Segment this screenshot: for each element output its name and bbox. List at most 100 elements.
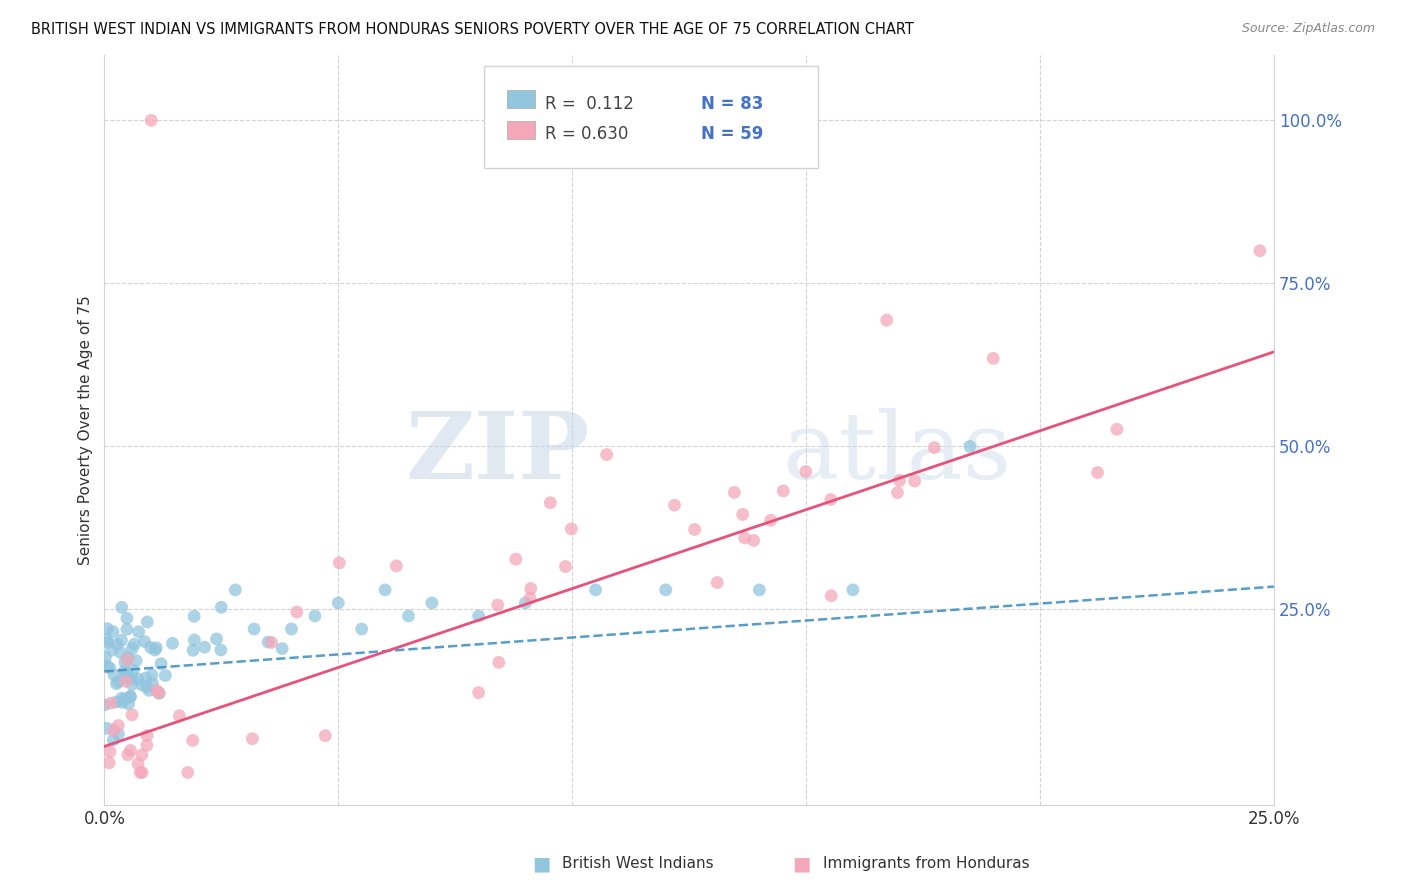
- Point: [169, 708, 191, 723]
- Point: [131, 765, 153, 780]
- Point: [120, 743, 142, 757]
- Point: [94, 650, 117, 665]
- Text: BRITISH WEST INDIAN VS IMMIGRANTS FROM HONDURAS SENIORS POVERTY OVER THE AGE OF : BRITISH WEST INDIAN VS IMMIGRANTS FROM H…: [31, 22, 914, 37]
- Point: [664, 498, 686, 512]
- Point: [141, 677, 163, 691]
- Point: [128, 624, 150, 639]
- Text: N = 59: N = 59: [700, 125, 763, 143]
- Point: [467, 609, 489, 624]
- Point: [520, 582, 543, 596]
- Point: [922, 441, 945, 455]
- Point: [115, 611, 138, 625]
- Point: [886, 485, 908, 500]
- Point: [240, 731, 263, 746]
- Point: [98, 756, 121, 770]
- Point: [183, 609, 205, 624]
- Point: [285, 605, 308, 619]
- Point: [141, 668, 163, 682]
- FancyBboxPatch shape: [506, 89, 534, 108]
- Point: [181, 733, 204, 747]
- Point: [97, 635, 120, 649]
- Point: [820, 589, 842, 603]
- Text: British West Indians: British West Indians: [562, 856, 714, 871]
- Point: [519, 591, 541, 605]
- Point: [101, 624, 124, 639]
- Point: [105, 695, 128, 709]
- Point: [117, 650, 139, 665]
- Text: ZIP: ZIP: [405, 408, 589, 498]
- Point: [177, 765, 200, 780]
- Point: [131, 747, 153, 762]
- Point: [117, 653, 139, 667]
- Point: [114, 672, 136, 686]
- Point: [148, 686, 170, 700]
- Point: [209, 643, 232, 657]
- Point: [118, 697, 141, 711]
- Point: [103, 723, 125, 738]
- Point: [280, 622, 302, 636]
- Point: [117, 747, 139, 762]
- Point: [486, 598, 509, 612]
- Point: [515, 596, 537, 610]
- Point: [105, 637, 128, 651]
- Text: ■: ■: [531, 854, 551, 873]
- Text: R =  0.112: R = 0.112: [546, 95, 634, 113]
- Point: [467, 686, 489, 700]
- Point: [121, 641, 143, 656]
- Point: [125, 654, 148, 668]
- Point: [129, 765, 152, 780]
- Point: [772, 483, 794, 498]
- Point: [136, 680, 159, 694]
- Point: [742, 533, 765, 548]
- Text: Source: ZipAtlas.com: Source: ZipAtlas.com: [1241, 22, 1375, 36]
- Point: [114, 674, 136, 689]
- Text: ■: ■: [792, 854, 811, 873]
- Point: [115, 623, 138, 637]
- Point: [1087, 466, 1109, 480]
- Point: [136, 615, 159, 629]
- Point: [328, 556, 350, 570]
- Point: [150, 657, 173, 671]
- Point: [121, 707, 143, 722]
- Point: [554, 559, 576, 574]
- Point: [683, 523, 706, 537]
- Point: [981, 351, 1004, 366]
- Point: [842, 582, 865, 597]
- Point: [209, 600, 232, 615]
- Point: [889, 474, 911, 488]
- Point: [110, 646, 132, 660]
- Point: [120, 689, 142, 703]
- Point: [96, 622, 118, 636]
- Point: [138, 683, 160, 698]
- Point: [731, 508, 754, 522]
- Point: [595, 448, 617, 462]
- Point: [96, 722, 118, 736]
- Point: [101, 643, 124, 657]
- Point: [135, 671, 157, 685]
- Point: [723, 485, 745, 500]
- Point: [488, 656, 510, 670]
- Point: [304, 609, 326, 624]
- Point: [328, 596, 350, 610]
- Point: [98, 661, 121, 675]
- Point: [420, 596, 443, 610]
- Point: [121, 672, 143, 686]
- Point: [748, 582, 770, 597]
- Point: [1105, 422, 1128, 436]
- Point: [115, 668, 138, 682]
- Point: [121, 677, 143, 691]
- Point: [145, 640, 167, 655]
- Text: N = 83: N = 83: [700, 95, 763, 113]
- Point: [112, 692, 135, 706]
- Point: [759, 513, 782, 527]
- Point: [385, 558, 408, 573]
- Point: [271, 641, 294, 656]
- Point: [98, 745, 121, 759]
- Point: [585, 582, 607, 597]
- Point: [146, 683, 169, 698]
- Point: [398, 609, 420, 624]
- Point: [122, 663, 145, 677]
- Point: [103, 668, 125, 682]
- Point: [135, 739, 157, 753]
- Point: [127, 756, 149, 771]
